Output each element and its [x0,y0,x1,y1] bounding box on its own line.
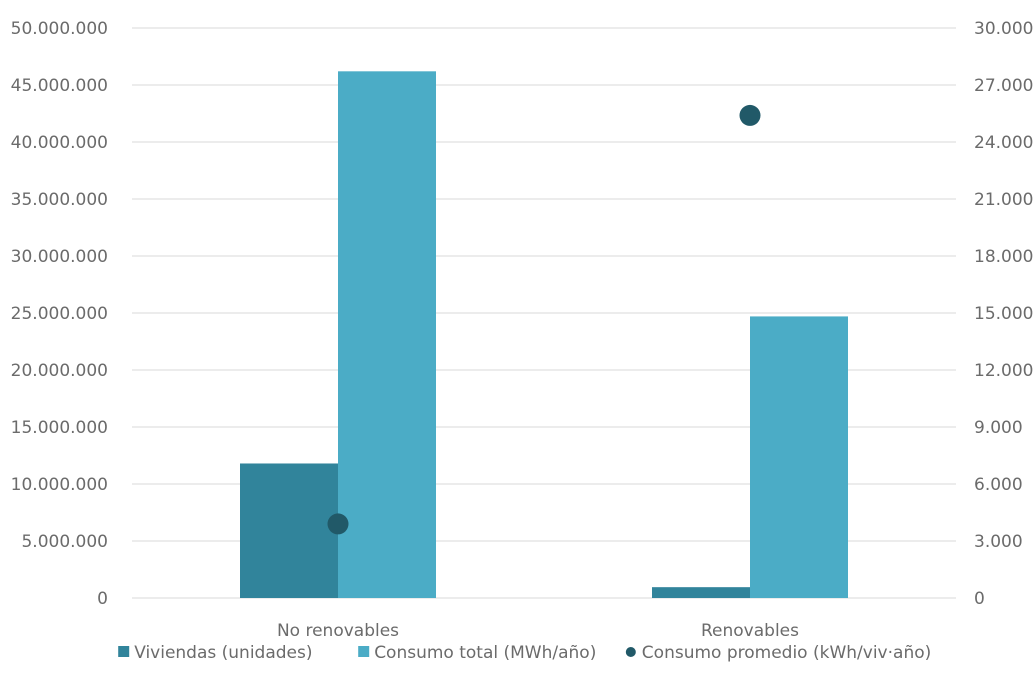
right-tick-label: 15.000 [974,304,1033,324]
right-tick-label: 6.000 [974,475,1023,495]
category-label: No renovables [277,621,399,641]
legend-marker-consumo-promedio [625,647,636,657]
left-tick-label: 45.000.000 [11,76,108,96]
left-tick-label: 15.000.000 [11,418,108,438]
legend-label: Viviendas (unidades) [134,643,312,663]
right-tick-label: 24.000 [974,133,1033,153]
left-tick-label: 20.000.000 [11,361,108,381]
right-tick-label: 3.000 [974,532,1023,552]
point-consumo-promedio [739,104,761,126]
point-consumo-promedio [327,513,349,535]
bar-consumo-total [750,316,848,598]
right-tick-label: 27.000 [974,76,1033,96]
right-axis: 0 3.000 6.000 9.000 12.000 15.000 18.000 21.000… [974,19,1033,609]
legend-label: Consumo total (MWh/año) [374,643,596,663]
left-tick-label: 5.000.000 [21,532,108,552]
left-tick-label: 50.000.000 [11,19,108,39]
category-label: Renovables [701,621,799,641]
bar-viviendas [240,463,338,598]
bar-viviendas [652,587,750,598]
right-tick-label: 30.000 [974,19,1033,39]
right-tick-label: 9.000 [974,418,1023,438]
left-tick-label: 10.000.000 [11,475,108,495]
legend-label: Consumo promedio (kWh/viv·año) [642,643,931,663]
category-labels: No renovables Renovables [277,621,799,641]
bars [240,71,848,598]
left-tick-label: 0 [97,589,108,609]
right-tick-label: 21.000 [974,190,1033,210]
right-tick-label: 18.000 [974,247,1033,267]
legend: Viviendas (unidades) Consumo total (MWh/a… [118,643,931,663]
legend-marker-consumo-total [358,646,370,657]
left-tick-label: 40.000.000 [11,133,108,153]
right-tick-label: 0 [974,589,985,609]
legend-marker-viviendas [118,646,130,657]
right-tick-label: 12.000 [974,361,1033,381]
left-tick-label: 25.000.000 [11,304,108,324]
points [327,104,761,535]
left-tick-label: 30.000.000 [11,247,108,267]
left-axis: 0 5.000.000 10.000.000 15.000.000 20.000.000… [11,19,108,609]
left-tick-label: 35.000.000 [11,190,108,210]
bar-consumo-total [338,71,436,598]
